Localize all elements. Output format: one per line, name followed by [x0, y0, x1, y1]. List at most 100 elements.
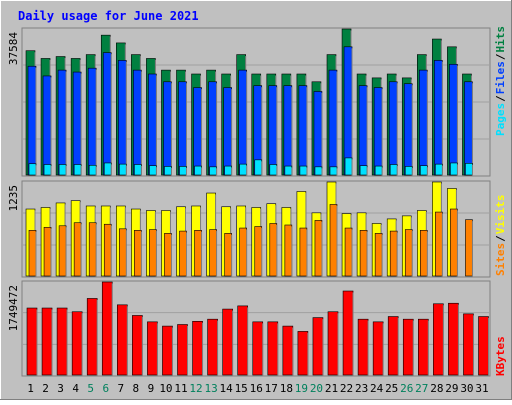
sites-bar — [209, 229, 218, 277]
kbytes-bar — [357, 318, 369, 376]
sites-bar — [450, 208, 458, 277]
kbytes-bar — [433, 303, 444, 376]
day-label: 5 — [87, 382, 94, 395]
sites-bar — [299, 227, 308, 277]
pages-bar — [58, 164, 67, 176]
files-bar — [418, 69, 428, 176]
day-label: 20 — [310, 382, 323, 395]
hits-files-pages-panel: 37584 Pages / Files / Hits — [7, 26, 507, 177]
sites-bar — [194, 230, 203, 277]
files-bar — [133, 69, 142, 176]
pages-bar — [359, 165, 368, 176]
pages-bar — [269, 164, 278, 176]
kbytes-bar — [372, 321, 384, 376]
kbytes-bar — [448, 302, 459, 376]
files-bar — [208, 81, 218, 176]
ylabel-slash-2: / — [494, 53, 507, 60]
sites-bar — [224, 233, 233, 277]
kbytes-bar — [252, 321, 264, 376]
day-label: 19 — [295, 382, 308, 395]
pages-bar — [284, 165, 293, 176]
files-bar — [373, 87, 383, 176]
sites-bar — [435, 211, 443, 277]
kbytes-bars — [26, 281, 489, 376]
pages-bar — [450, 162, 458, 176]
day-label: 4 — [72, 382, 79, 395]
files-bar — [328, 69, 338, 176]
kbytes-ymax-label: 1749472 — [7, 285, 20, 331]
pages-bar — [389, 164, 398, 176]
kbytes-bar — [267, 321, 279, 376]
sites-bar — [119, 228, 127, 277]
day-label: 18 — [280, 382, 293, 395]
files-bar — [283, 85, 293, 176]
sites-bar — [389, 230, 398, 277]
day-label: 11 — [174, 382, 187, 395]
hits-files-pages-bars — [25, 28, 473, 176]
kbytes-bar — [147, 321, 158, 376]
day-labels: 1 2 3 4 5 6 7 8 9 10 11 12 13 14 15 16 17 18 19 20 21 22 23 24 2… — [27, 382, 488, 395]
files-bar — [449, 63, 458, 176]
kbytes-bar — [327, 311, 339, 376]
hits-ymax-label: 37584 — [7, 32, 20, 65]
pages-bar — [179, 166, 187, 176]
kbytes-bar — [387, 316, 399, 376]
kbytes-bar — [222, 308, 234, 376]
files-bar — [102, 52, 112, 176]
files-bar — [178, 81, 187, 176]
pages-bar — [119, 163, 127, 176]
pages-bar — [419, 165, 428, 176]
day-label: 17 — [265, 382, 278, 395]
day-label: 3 — [57, 382, 64, 395]
sites-bar — [179, 230, 187, 277]
kbytes-bar — [417, 318, 429, 376]
files-bar — [27, 65, 37, 176]
kbytes-bar — [177, 324, 188, 376]
day-label: 13 — [204, 382, 217, 395]
files-bar — [57, 69, 67, 176]
pages-bar — [374, 165, 383, 176]
kbytes-bar — [132, 315, 143, 376]
pages-bar — [73, 164, 82, 176]
day-label: 9 — [148, 382, 155, 395]
sites-bar — [359, 230, 368, 277]
sites-bar — [103, 223, 112, 277]
day-label: 1 — [27, 382, 34, 395]
ylabel-files: Files — [494, 61, 507, 94]
pages-bar — [43, 164, 52, 176]
kbytes-bar — [56, 307, 68, 376]
files-bar — [464, 81, 473, 176]
day-label: 14 — [220, 382, 234, 395]
files-bar — [313, 91, 323, 176]
day-label: 27 — [415, 382, 428, 395]
day-label: 23 — [355, 382, 368, 395]
sites-bar — [28, 230, 37, 277]
kbytes-bar — [282, 325, 294, 376]
day-label: 12 — [189, 382, 202, 395]
files-bar — [72, 71, 82, 176]
sites-bar — [164, 233, 172, 277]
sites-bar — [269, 223, 278, 277]
sites-bar — [149, 229, 157, 277]
pages-bar — [404, 166, 413, 176]
files-bar — [298, 85, 308, 176]
day-label: 26 — [400, 382, 413, 395]
day-label: 22 — [340, 382, 353, 395]
ylabel-pages: Pages — [494, 103, 507, 136]
files-bar — [118, 60, 127, 176]
sites-bar — [404, 229, 413, 277]
ylabel-slash-3: / — [494, 235, 507, 242]
kbytes-bar — [463, 313, 474, 376]
day-label: 24 — [370, 382, 384, 395]
day-label: 28 — [430, 382, 443, 395]
sites-bar — [465, 219, 473, 277]
kbytes-bar — [41, 307, 53, 376]
kbytes-bar — [342, 290, 354, 376]
sites-bar — [419, 230, 428, 277]
kbytes-bar — [162, 325, 173, 376]
day-label: 7 — [117, 382, 124, 395]
sites-bar — [329, 204, 338, 277]
files-bar — [358, 85, 368, 176]
kbytes-bar — [71, 311, 83, 376]
kbytes-bar — [101, 281, 113, 376]
